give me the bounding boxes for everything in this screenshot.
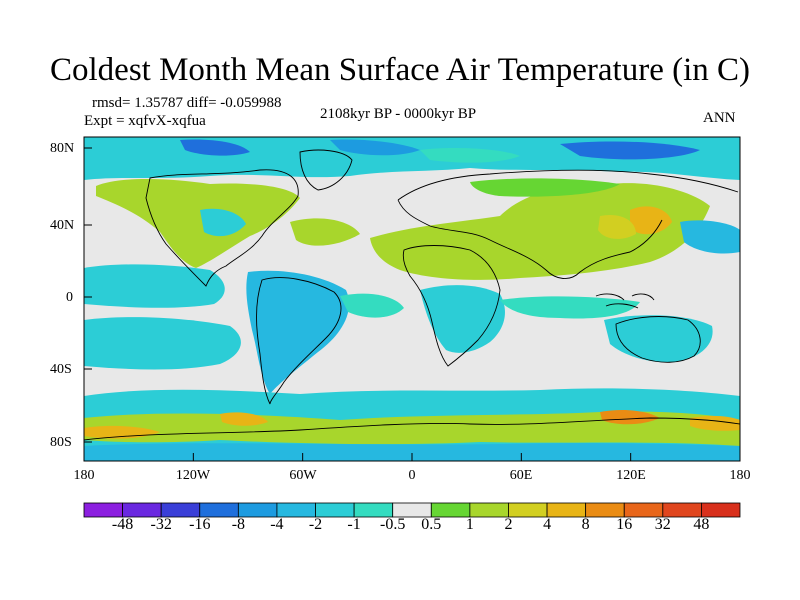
colorbar-box xyxy=(623,502,664,518)
field-cyan-pacific-south xyxy=(84,317,241,370)
field-green-atlantic xyxy=(290,218,360,246)
period-text: 2108kyr BP - 0000kyr BP xyxy=(320,106,477,122)
lat-label-40s: 40S xyxy=(50,362,72,377)
colorbar xyxy=(83,502,741,518)
lat-label-0: 0 xyxy=(66,290,73,305)
colorbar-box xyxy=(276,502,316,518)
lon-label-180w: 180 xyxy=(73,468,95,483)
coast-indonesia xyxy=(595,293,655,309)
colorbar-label: 4 xyxy=(543,516,552,533)
field-cyan-samerica xyxy=(246,270,350,394)
field-green-siberia xyxy=(470,178,620,197)
colorbar-label: -8 xyxy=(231,516,246,533)
lat-label-80s: 80S xyxy=(50,435,72,450)
lat-tick-marks xyxy=(84,147,92,443)
colorbar-box xyxy=(585,502,625,518)
colorbar-box xyxy=(430,502,471,518)
field-cyan-africa xyxy=(420,285,505,353)
experiment-text: Expt = xqfvX-xqfua xyxy=(84,113,206,129)
map-area xyxy=(84,137,740,461)
coast-south-america xyxy=(256,277,342,405)
stats-text: rmsd= 1.35787 diff= -0.059988 xyxy=(92,95,282,111)
colorbar-label: -1 xyxy=(347,516,361,533)
chart-title: Coldest Month Mean Surface Air Temperatu… xyxy=(50,52,750,88)
colorbar-label: -32 xyxy=(150,516,172,533)
colorbar-label: 16 xyxy=(616,516,633,533)
field-cyan-antarctic-coast xyxy=(84,443,740,461)
colorbar-box xyxy=(701,502,741,518)
lon-label-60w: 60W xyxy=(289,468,317,483)
colorbar-box xyxy=(353,502,394,518)
colorbar-box xyxy=(315,502,355,518)
colorbar-box xyxy=(122,502,162,518)
lon-label-120w: 120W xyxy=(175,468,211,483)
colorbar-label: -2 xyxy=(308,516,323,533)
coast-antarctica xyxy=(84,417,740,441)
field-blue-arctic-1 xyxy=(180,139,250,156)
colorbar-label: 32 xyxy=(654,516,671,533)
coast-australia xyxy=(615,316,701,363)
coast-europe-asia xyxy=(397,169,739,279)
lat-label-80n: 80N xyxy=(50,141,75,156)
lon-label-60e: 60E xyxy=(509,468,533,483)
lat-label-40n: 40N xyxy=(50,218,75,233)
colorbar-box xyxy=(199,502,239,518)
field-cyan-tropics-left xyxy=(84,264,225,308)
colorbar-box xyxy=(237,502,278,518)
colorbar-label: 48 xyxy=(693,516,710,533)
coast-greenland xyxy=(299,149,353,191)
field-orange-japan xyxy=(630,206,672,235)
colorbar-label: 8 xyxy=(581,516,590,533)
field-cyan-pacific-east xyxy=(680,220,740,254)
colorbar-box xyxy=(508,502,548,518)
lon-label-0: 0 xyxy=(408,468,416,483)
colorbar-label: -48 xyxy=(111,516,134,533)
colorbar-label: 0.5 xyxy=(421,516,442,533)
lon-label-180e: 180 xyxy=(729,468,751,483)
field-blue-arctic-2 xyxy=(330,139,420,156)
field-cyan-australia xyxy=(604,315,713,363)
colorbar-box xyxy=(160,502,201,518)
field-cyan-namerica xyxy=(200,208,246,237)
colorbar-label: -16 xyxy=(189,516,211,533)
colorbar-box xyxy=(546,502,587,518)
field-orange-antarctica-3 xyxy=(600,410,660,425)
field-orange-antarctica-2 xyxy=(220,412,268,426)
season-text: ANN xyxy=(703,110,736,126)
coastlines xyxy=(84,149,740,441)
field-cyan-indian xyxy=(500,296,640,319)
colorbar-box xyxy=(469,502,509,518)
lon-tick-marks xyxy=(83,453,741,461)
coast-north-america xyxy=(145,169,299,287)
coast-africa xyxy=(402,245,501,367)
field-yellow-eastasia xyxy=(598,214,636,239)
colorbar-box xyxy=(392,502,432,518)
lon-label-120e: 120E xyxy=(616,468,646,483)
colorbar-box xyxy=(662,502,702,518)
field-blue-arctic-3 xyxy=(560,141,700,160)
colorbar-label: -4 xyxy=(270,516,284,533)
field-cyan-subtropics xyxy=(340,293,404,318)
field-teal-arctic xyxy=(420,148,520,163)
colorbar-label: 2 xyxy=(504,516,513,533)
colorbar-label: 1 xyxy=(465,516,474,533)
colorbar-label: -0.5 xyxy=(380,516,406,533)
field-green-eurasia xyxy=(370,183,710,280)
colorbar-box xyxy=(83,502,123,518)
